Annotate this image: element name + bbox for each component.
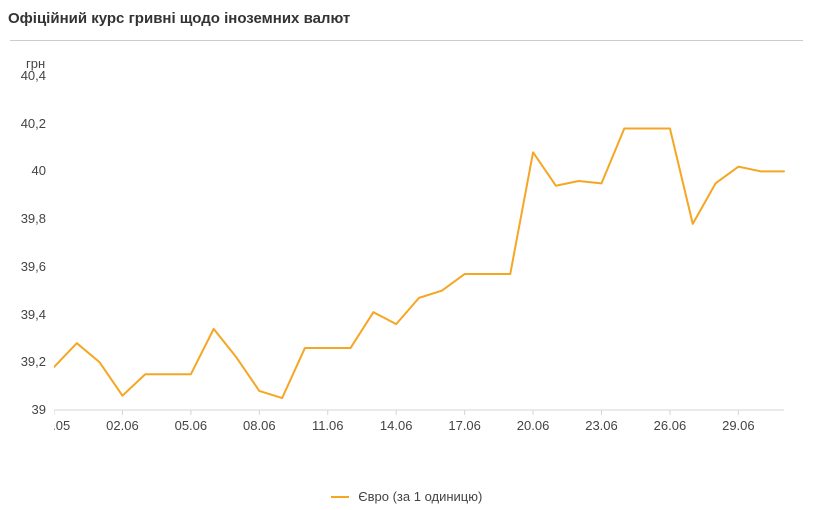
y-tick-label: 40,4 (21, 68, 46, 83)
y-tick-label: 39 (32, 402, 46, 417)
y-tick-label: 40 (32, 163, 46, 178)
y-tick-label: 39,8 (21, 211, 46, 226)
legend-swatch (331, 496, 349, 498)
x-tick-label: 02.06 (106, 418, 139, 433)
series-line-euro (54, 128, 784, 398)
x-tick-label: 23.06 (585, 418, 618, 433)
y-tick-label: 39,2 (21, 354, 46, 369)
legend: Євро (за 1 одиницю) (0, 488, 813, 504)
chart-svg: 30.05 02.06 05.06 08.06 11.06 14.06 17.06 20.06… (54, 70, 794, 440)
top-divider (10, 40, 803, 41)
y-tick-label: 39,4 (21, 307, 46, 322)
x-tick-label: 26.06 (654, 418, 687, 433)
chart-area: грн 30.0502.0605.0608.0611.0614.0617.062… (0, 40, 813, 470)
x-tick-label: 17.06 (448, 418, 481, 433)
x-tick-label: 29.06 (722, 418, 755, 433)
chart-title: Офіційний курс гривні щодо іноземних вал… (8, 10, 350, 27)
y-tick-label: 39,6 (21, 259, 46, 274)
x-tick-label: 20.06 (517, 418, 550, 433)
x-tick-label: 14.06 (380, 418, 413, 433)
x-tick-label: 30.05 (54, 418, 70, 433)
x-tick-label: 08.06 (243, 418, 276, 433)
plot-region: 30.05 02.06 05.06 08.06 11.06 14.06 17.06 20.06… (54, 70, 794, 440)
legend-label: Євро (за 1 одиницю) (358, 489, 482, 504)
x-tick-label: 05.06 (175, 418, 208, 433)
y-tick-label: 40,2 (21, 116, 46, 131)
x-tick-label: 11.06 (312, 418, 344, 433)
